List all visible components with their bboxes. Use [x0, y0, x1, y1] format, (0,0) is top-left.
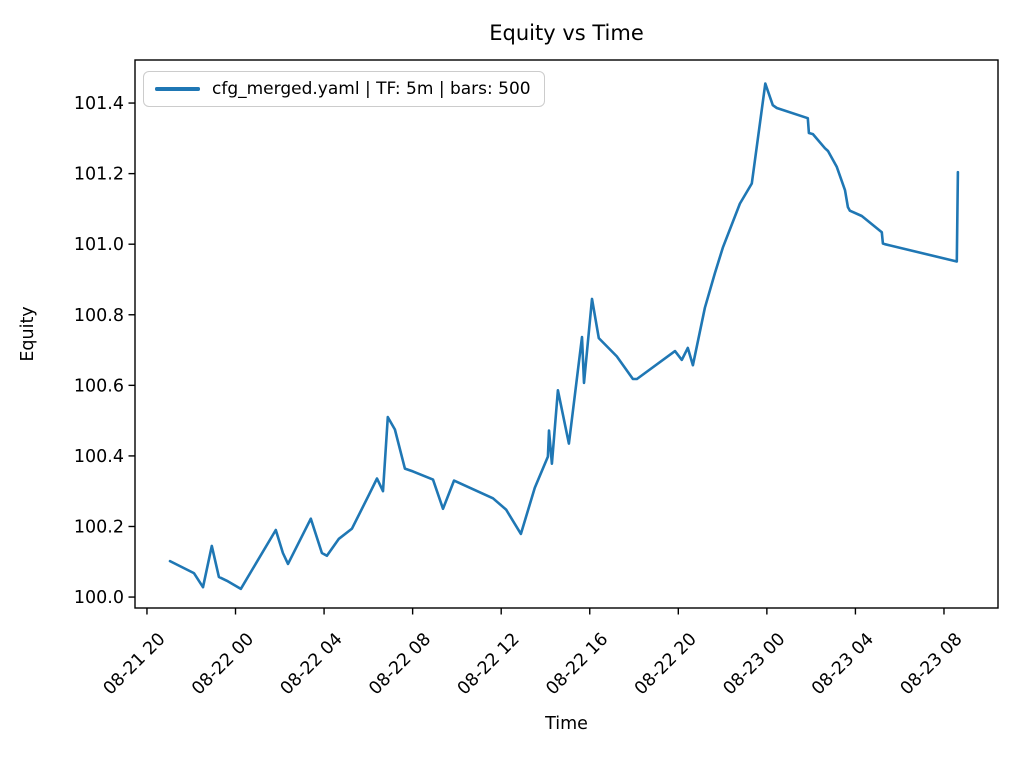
- y-axis-label: Equity: [18, 306, 38, 362]
- x-tick-label: 08-22 08: [365, 629, 435, 699]
- equity-line: [168, 82, 960, 591]
- y-tick-label: 100.0: [74, 588, 124, 608]
- y-tick-label: 100.2: [74, 517, 124, 537]
- x-tick-label: 08-21 20: [100, 629, 170, 699]
- y-tick-label: 101.4: [74, 94, 124, 114]
- legend: cfg_merged.yaml | TF: 5m | bars: 500: [143, 71, 545, 107]
- x-tick-label: 08-22 20: [631, 629, 701, 699]
- y-tick-label: 100.8: [74, 306, 124, 326]
- y-tick-label: 100.4: [74, 447, 124, 467]
- chart-title: Equity vs Time: [489, 21, 644, 45]
- legend-line-sample: [155, 87, 200, 91]
- x-tick-label: 08-22 12: [454, 629, 524, 699]
- x-tick-label: 08-22 04: [277, 629, 347, 699]
- x-tick-label: 08-23 08: [897, 629, 967, 699]
- y-tick-label: 100.6: [74, 376, 124, 396]
- x-tick-label: 08-22 16: [542, 629, 612, 699]
- y-tick-label: 101.0: [74, 235, 124, 255]
- x-tick-label: 08-23 04: [808, 629, 878, 699]
- axes-spines: [134, 59, 999, 609]
- x-tick-label: 08-23 00: [720, 629, 790, 699]
- legend-label: cfg_merged.yaml | TF: 5m | bars: 500: [212, 79, 531, 99]
- y-tick-label: 101.2: [74, 165, 124, 185]
- x-tick-label: 08-22 00: [188, 629, 258, 699]
- x-axis-label: Time: [545, 714, 588, 734]
